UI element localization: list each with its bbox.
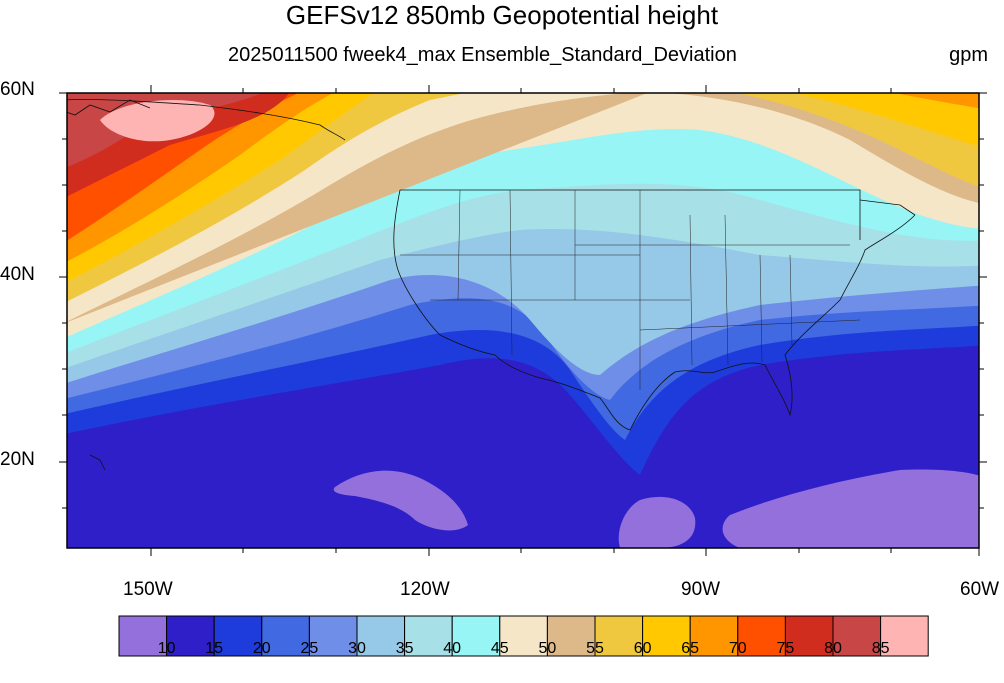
- state-borders: [400, 189, 861, 390]
- colorbar-swatch: [261, 615, 310, 657]
- map-title: GEFSv12 850mb Geopotential height: [285, 0, 719, 30]
- map-subtitle: 2025011500 fweek4_max Ensemble_Standard_…: [228, 44, 737, 66]
- colorbar-label: 75: [776, 640, 795, 657]
- lon-label-120w: 120W: [400, 579, 450, 600]
- lat-label-40n: 40N: [0, 264, 35, 285]
- colorbar-label: 35: [395, 640, 414, 657]
- lat-label-20n: 20N: [0, 449, 35, 470]
- colorbar-swatch: [594, 615, 644, 657]
- colorbar-label: 85: [871, 640, 890, 657]
- colorbar-swatch: [451, 615, 501, 657]
- colorbar-label: 20: [252, 640, 271, 657]
- colorbar-label: 30: [348, 640, 366, 657]
- coastline: [67, 99, 916, 471]
- colorbar-label: 45: [490, 640, 509, 657]
- contour-fill: [67, 93, 979, 548]
- colorbar-swatch: [642, 615, 691, 657]
- colorbar-swatch: [737, 615, 786, 657]
- colorbar-label: 15: [205, 640, 224, 657]
- units-label: gpm: [949, 44, 988, 66]
- map-frame: [66, 92, 980, 549]
- colorbar-swatch: [546, 615, 596, 657]
- colorbar-swatch: [689, 615, 739, 657]
- colorbar-label: 60: [633, 640, 652, 657]
- colorbar-label: 10: [157, 640, 176, 657]
- colorbar-label: 80: [824, 640, 842, 657]
- colorbar-swatch: [166, 615, 215, 657]
- lat-label-60n: 60N: [0, 79, 35, 100]
- colorbar-swatch: [118, 615, 168, 657]
- colorbar-label: 40: [443, 640, 462, 657]
- colorbar: [118, 615, 929, 657]
- lon-label-90w: 90W: [681, 579, 721, 600]
- colorbar-swatch: [213, 615, 263, 657]
- lon-label-60w: 60W: [960, 579, 1000, 600]
- colorbar-label: 55: [586, 640, 604, 657]
- colorbar-swatch: [880, 615, 929, 657]
- colorbar-label: 50: [538, 640, 557, 657]
- colorbar-label: 65: [681, 640, 700, 657]
- lon-label-150w: 150W: [123, 579, 173, 600]
- colorbar-swatch: [308, 615, 358, 657]
- colorbar-label: 25: [300, 640, 319, 657]
- axis-ticks: [59, 85, 987, 556]
- colorbar-label: 70: [728, 640, 747, 657]
- colorbar-swatch: [499, 615, 548, 657]
